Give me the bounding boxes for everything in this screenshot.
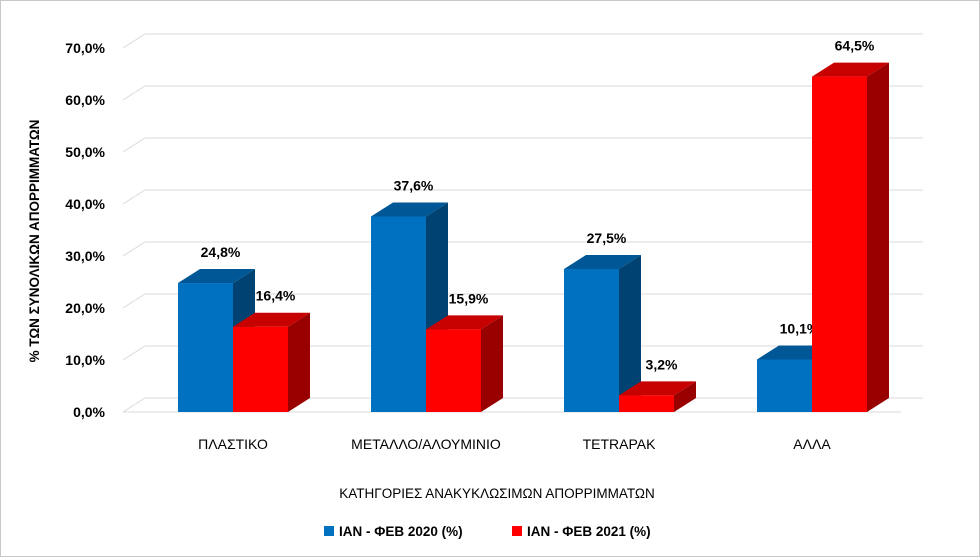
bar-front [233, 326, 288, 412]
data-label: 10,1% [780, 320, 820, 336]
bar-front [757, 359, 812, 412]
bar-front [619, 395, 674, 412]
bar-top [564, 255, 641, 269]
bar-side [481, 315, 503, 412]
gridline-diagonal [122, 397, 146, 413]
x-axis-categories: ΠΛΑΣΤΙΚΟ ΜΕΤΑΛΛΟ/ΑΛΟΥΜΙΝΙΟ TETRAPAK ΑΛΛΑ [198, 436, 831, 452]
bar-side [867, 62, 889, 412]
bar-side [619, 255, 641, 412]
legend-label-2021: ΙΑΝ - ΦΕΒ 2021 (%) [527, 524, 651, 539]
bar-top [178, 269, 255, 284]
y-axis-title: % ΤΩΝ ΣΥΝΟΛΙΚΩΝ ΑΠΟΡΡΙΜΜΑΤΩΝ [27, 120, 42, 363]
bars: 24,8% 16,4% 37,6% 15,9% 27,5% 3,2% 10,1% 64,5% [178, 38, 889, 412]
bar [619, 381, 696, 412]
bar-front [426, 329, 481, 412]
bar [426, 315, 503, 412]
bar-top [426, 315, 503, 330]
y-tick-label: 40,0% [65, 196, 105, 212]
bar [233, 312, 310, 412]
y-tick-label: 60,0% [65, 92, 105, 108]
gridline-diagonal [122, 137, 146, 153]
y-tick-label: 50,0% [65, 144, 105, 160]
gridline-diagonal [122, 189, 146, 205]
data-label: 16,4% [256, 288, 296, 304]
y-tick-label: 10,0% [65, 352, 105, 368]
bar-front [178, 283, 233, 412]
legend-swatch-2021 [512, 526, 522, 536]
bar-top [619, 381, 696, 396]
bar-front [812, 76, 867, 412]
bar [564, 255, 641, 412]
data-label: 27,5% [587, 230, 627, 246]
bar-top [371, 202, 448, 217]
data-label: 37,6% [394, 177, 434, 193]
x-axis-title: ΚΑΤΗΓΟΡΙΕΣ ΑΝΑΚΥΚΛΩΣΙΜΩΝ ΑΠΟΡΡΙΜΜΑΤΩΝ [339, 486, 654, 501]
data-label: 64,5% [835, 38, 875, 54]
gridline-diagonal [122, 241, 146, 257]
legend-label-2020: ΙΑΝ - ΦΕΒ 2020 (%) [339, 524, 463, 539]
x-tick-label: ΑΛΛΑ [793, 436, 831, 452]
x-tick-label: ΜΕΤΑΛΛΟ/ΑΛΟΥΜΙΝΙΟ [351, 436, 501, 452]
data-label: 24,8% [201, 244, 241, 260]
y-tick-label: 70,0% [65, 40, 105, 56]
bar [812, 62, 889, 412]
data-label: 15,9% [449, 290, 489, 306]
gridline-diagonal [122, 345, 146, 361]
bar-side [288, 312, 310, 412]
bar-front [564, 269, 619, 412]
y-tick-label: 20,0% [65, 300, 105, 316]
bar-top [233, 312, 310, 327]
legend-swatch-2020 [324, 526, 334, 536]
legend: ΙΑΝ - ΦΕΒ 2020 (%) ΙΑΝ - ΦΕΒ 2021 (%) [324, 524, 651, 539]
bar-top [812, 62, 889, 77]
y-axis-ticks: 0,0% 10,0% 20,0% 30,0% 40,0% 50,0% 60,0% 70,0% [65, 40, 105, 420]
data-label: 3,2% [646, 356, 678, 372]
bar-side [674, 381, 696, 412]
x-tick-label: TETRAPAK [583, 436, 657, 452]
gridline-diagonal [122, 85, 146, 101]
x-tick-label: ΠΛΑΣΤΙΚΟ [198, 436, 268, 452]
gridline-diagonal [122, 293, 146, 309]
y-tick-label: 30,0% [65, 248, 105, 264]
y-tick-label: 0,0% [73, 404, 105, 420]
bar-front [371, 216, 426, 412]
gridline-diagonal [122, 33, 146, 49]
